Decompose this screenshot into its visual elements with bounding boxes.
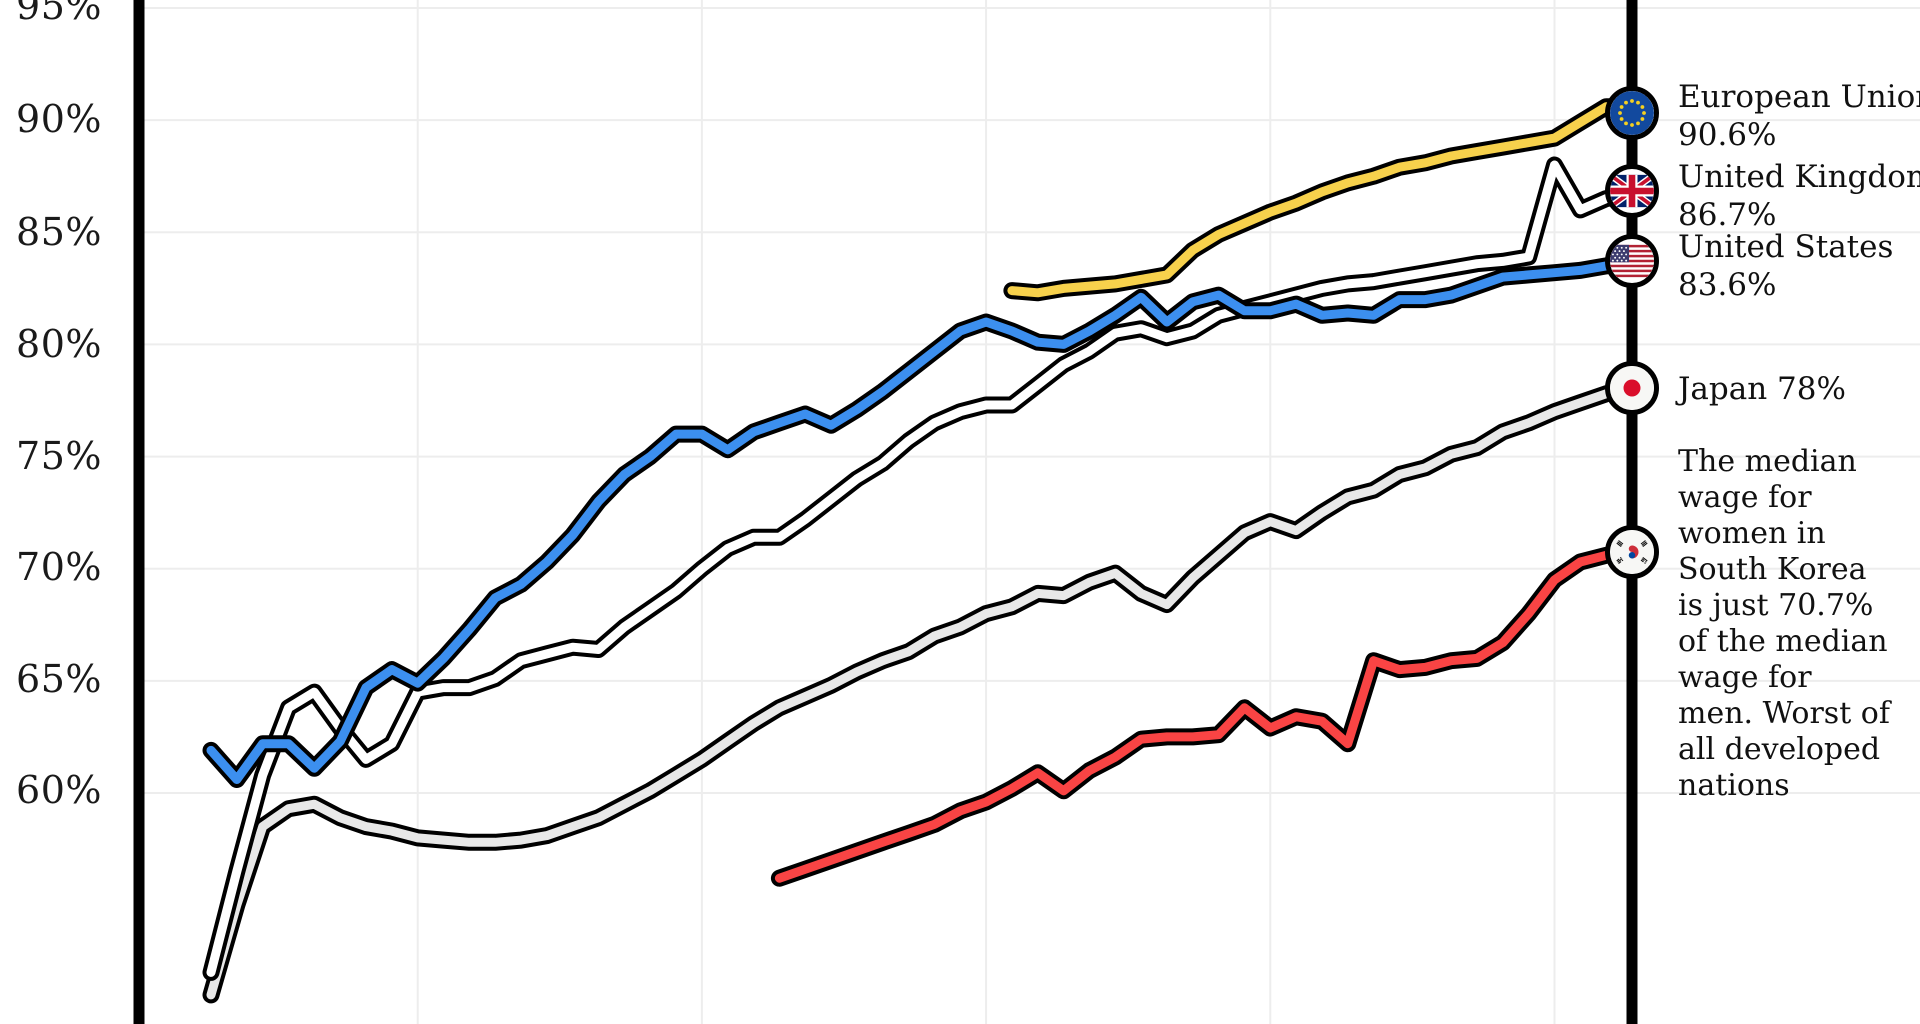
y-tick-65: 65%: [16, 657, 102, 701]
y-tick-90: 90%: [16, 97, 102, 141]
flag-us-icon: [1605, 234, 1659, 288]
flag-jp-icon: [1605, 361, 1659, 415]
y-tick-95: 95%: [16, 0, 102, 28]
series-stroke: [206, 160, 1637, 977]
y-tick-70: 70%: [16, 545, 102, 589]
series-united-kingdom: [202, 156, 1641, 981]
legend-item-japan: Japan 78%: [1678, 370, 1846, 408]
legend-value-eu: 90.6%: [1678, 117, 1777, 153]
legend-value-uk: 86.7%: [1678, 197, 1777, 233]
series-european-union: [1003, 98, 1641, 302]
series-united-states: [202, 255, 1641, 788]
flag-uk-icon: [1605, 164, 1659, 218]
series-stroke: [774, 548, 1637, 883]
y-tick-60: 60%: [16, 768, 102, 812]
flag-eu-icon: [1605, 86, 1659, 140]
series-stroke: [1007, 102, 1637, 298]
legend-item-united-kingdom: United Kingdom 86.7%: [1678, 158, 1920, 234]
series-layer: [202, 98, 1641, 1004]
legend-item-european-union: European Union 90.6%: [1678, 78, 1920, 154]
legend-item-united-states: United States 83.6%: [1678, 228, 1893, 304]
y-tick-75: 75%: [16, 434, 102, 478]
y-tick-85: 85%: [16, 210, 102, 254]
legend-value-us: 83.6%: [1678, 267, 1777, 303]
y-tick-80: 80%: [16, 322, 102, 366]
legend-label-jp: Japan 78%: [1678, 371, 1846, 407]
series-japan: [202, 380, 1641, 1004]
series-south-korea: [770, 544, 1641, 887]
gridlines: [139, 0, 1920, 1024]
legend-label-uk: United Kingdom: [1678, 159, 1920, 195]
legend-label-eu: European Union: [1678, 79, 1920, 115]
south-korea-annotation: The median wage for women in South Korea…: [1678, 444, 1890, 803]
series-stroke: [206, 259, 1637, 784]
series-stroke: [206, 384, 1637, 1000]
series-outline: [202, 255, 1641, 788]
legend-label-us: United States: [1678, 229, 1894, 265]
flag-kr-icon: [1605, 525, 1659, 579]
